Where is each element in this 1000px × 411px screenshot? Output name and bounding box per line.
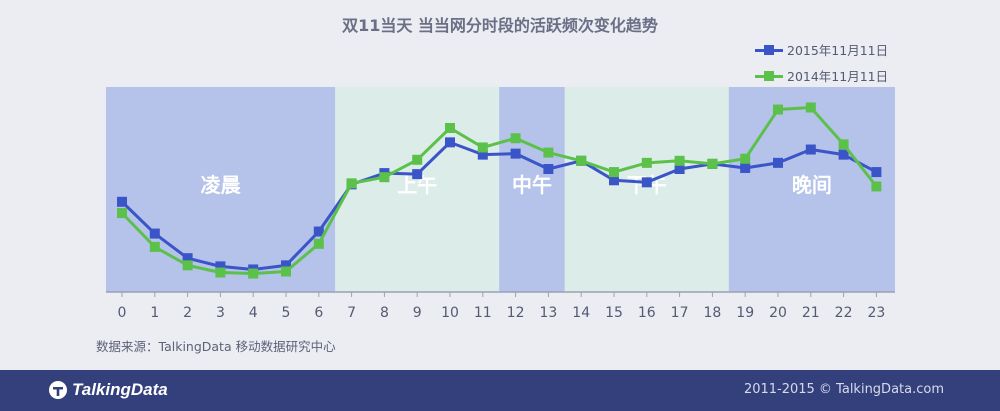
x-tick-label-12: 12: [507, 305, 525, 321]
series-0-point-2: [182, 253, 193, 264]
talkingdata-logo-icon: [49, 381, 67, 399]
series-1-point-7: [346, 178, 357, 189]
series-1-point-9: [412, 154, 423, 165]
line-chart: 凌晨上午中午下午晚间012345678910111213141516171819…: [106, 87, 895, 321]
series-line-1: [120, 106, 878, 276]
series-0-point-16: [641, 177, 652, 188]
series-1-point-10: [445, 123, 455, 133]
logo-text: TalkingData: [72, 380, 168, 399]
series-1-point-2: [182, 260, 193, 271]
series-0-point-17: [674, 164, 685, 174]
x-tick-label-6: 6: [314, 305, 323, 321]
x-tick-label-5: 5: [282, 305, 291, 321]
series-0-point-3: [215, 261, 226, 272]
series-1-point-3: [215, 267, 226, 278]
series-1-point-1: [149, 241, 160, 252]
x-tick-label-15: 15: [605, 305, 623, 321]
x-tick-label-0: 0: [118, 305, 127, 321]
series-0-point-10: [445, 137, 455, 148]
series-line-0: [120, 140, 878, 271]
band-3: [564, 87, 729, 292]
series-0-point-19: [740, 162, 751, 173]
band-label-2: 中午: [512, 173, 552, 197]
legend-marker-2014: [755, 70, 783, 81]
band-label-4: 晚间: [792, 173, 832, 197]
x-tick-label-16: 16: [638, 305, 656, 321]
series-1-point-15: [609, 167, 619, 178]
x-tick-label-14: 14: [572, 305, 590, 321]
series-0-point-1: [149, 228, 160, 239]
x-tick-label-4: 4: [249, 305, 258, 321]
series-1-point-17: [674, 155, 685, 166]
x-tick-label-7: 7: [347, 305, 356, 321]
x-tick-label-21: 21: [802, 305, 820, 321]
series-0-point-0: [117, 196, 127, 207]
x-tick-label-13: 13: [539, 305, 557, 321]
band-0: [106, 87, 336, 292]
x-tick-label-11: 11: [474, 305, 492, 321]
series-1-point-23: [871, 181, 882, 192]
band-1: [335, 87, 500, 292]
series-1-point-4: [248, 268, 259, 279]
series-1-point-19: [740, 153, 751, 164]
series-0-point-22: [838, 149, 849, 160]
x-tick-label-17: 17: [671, 305, 689, 321]
series-1-point-16: [641, 157, 652, 168]
chart-title: 双11当天 当当网分时段的活跃频次变化趋势: [342, 16, 658, 35]
series-0-point-12: [510, 148, 521, 159]
series-0-point-11: [477, 149, 488, 160]
series-0-point-13: [543, 164, 554, 174]
series-0-point-21: [805, 144, 816, 155]
series-1-point-11: [477, 142, 488, 153]
x-tick-label-10: 10: [441, 305, 459, 321]
series-1-point-21: [805, 102, 816, 113]
series-0-point-23: [871, 167, 882, 178]
x-tick-label-18: 18: [703, 305, 721, 321]
series-1-point-14: [576, 155, 587, 166]
band-4: [728, 87, 895, 292]
copyright-text: 2011-2015 © TalkingData.com: [743, 382, 944, 397]
series-1-point-13: [543, 147, 554, 158]
x-tick-label-1: 1: [150, 305, 159, 321]
series-1-point-5: [281, 266, 291, 277]
legend-entry-2015: 2015年11月11日: [755, 40, 888, 59]
series-0-point-20: [773, 157, 783, 168]
footer-bar: TalkingData 2011-2015 © TalkingData.com: [0, 370, 1000, 411]
series-0-point-5: [281, 260, 291, 271]
x-tick-label-9: 9: [413, 305, 422, 321]
legend-label-2014: 2014年11月11日: [787, 69, 889, 84]
series-1-point-12: [510, 133, 521, 144]
series-1-point-6: [313, 238, 324, 249]
series-0-point-9: [412, 169, 423, 180]
legend-label-2015: 2015年11月11日: [787, 43, 889, 58]
series-1-point-18: [707, 158, 718, 169]
band-2: [499, 87, 565, 292]
data-source-note: 数据来源：TalkingData 移动数据研究中心: [96, 339, 336, 354]
x-tick-label-22: 22: [835, 305, 853, 321]
x-tick-label-23: 23: [867, 305, 885, 321]
x-tick-label-8: 8: [380, 305, 389, 321]
series-1-point-22: [838, 139, 849, 150]
x-tick-label-3: 3: [216, 305, 225, 321]
x-tick-label-20: 20: [769, 305, 787, 321]
series-0-point-15: [609, 175, 619, 186]
talkingdata-logo: TalkingData: [48, 380, 168, 400]
legend-marker-2015: [755, 44, 783, 55]
series-0-point-6: [313, 226, 324, 237]
band-label-0: 凌晨: [201, 173, 242, 197]
series-1-point-0: [117, 208, 127, 219]
series-1-point-20: [773, 104, 783, 115]
legend-entry-2014: 2014年11月11日: [755, 66, 888, 85]
series-1-point-8: [379, 172, 390, 183]
x-tick-label-2: 2: [183, 305, 192, 321]
x-tick-label-19: 19: [736, 305, 754, 321]
